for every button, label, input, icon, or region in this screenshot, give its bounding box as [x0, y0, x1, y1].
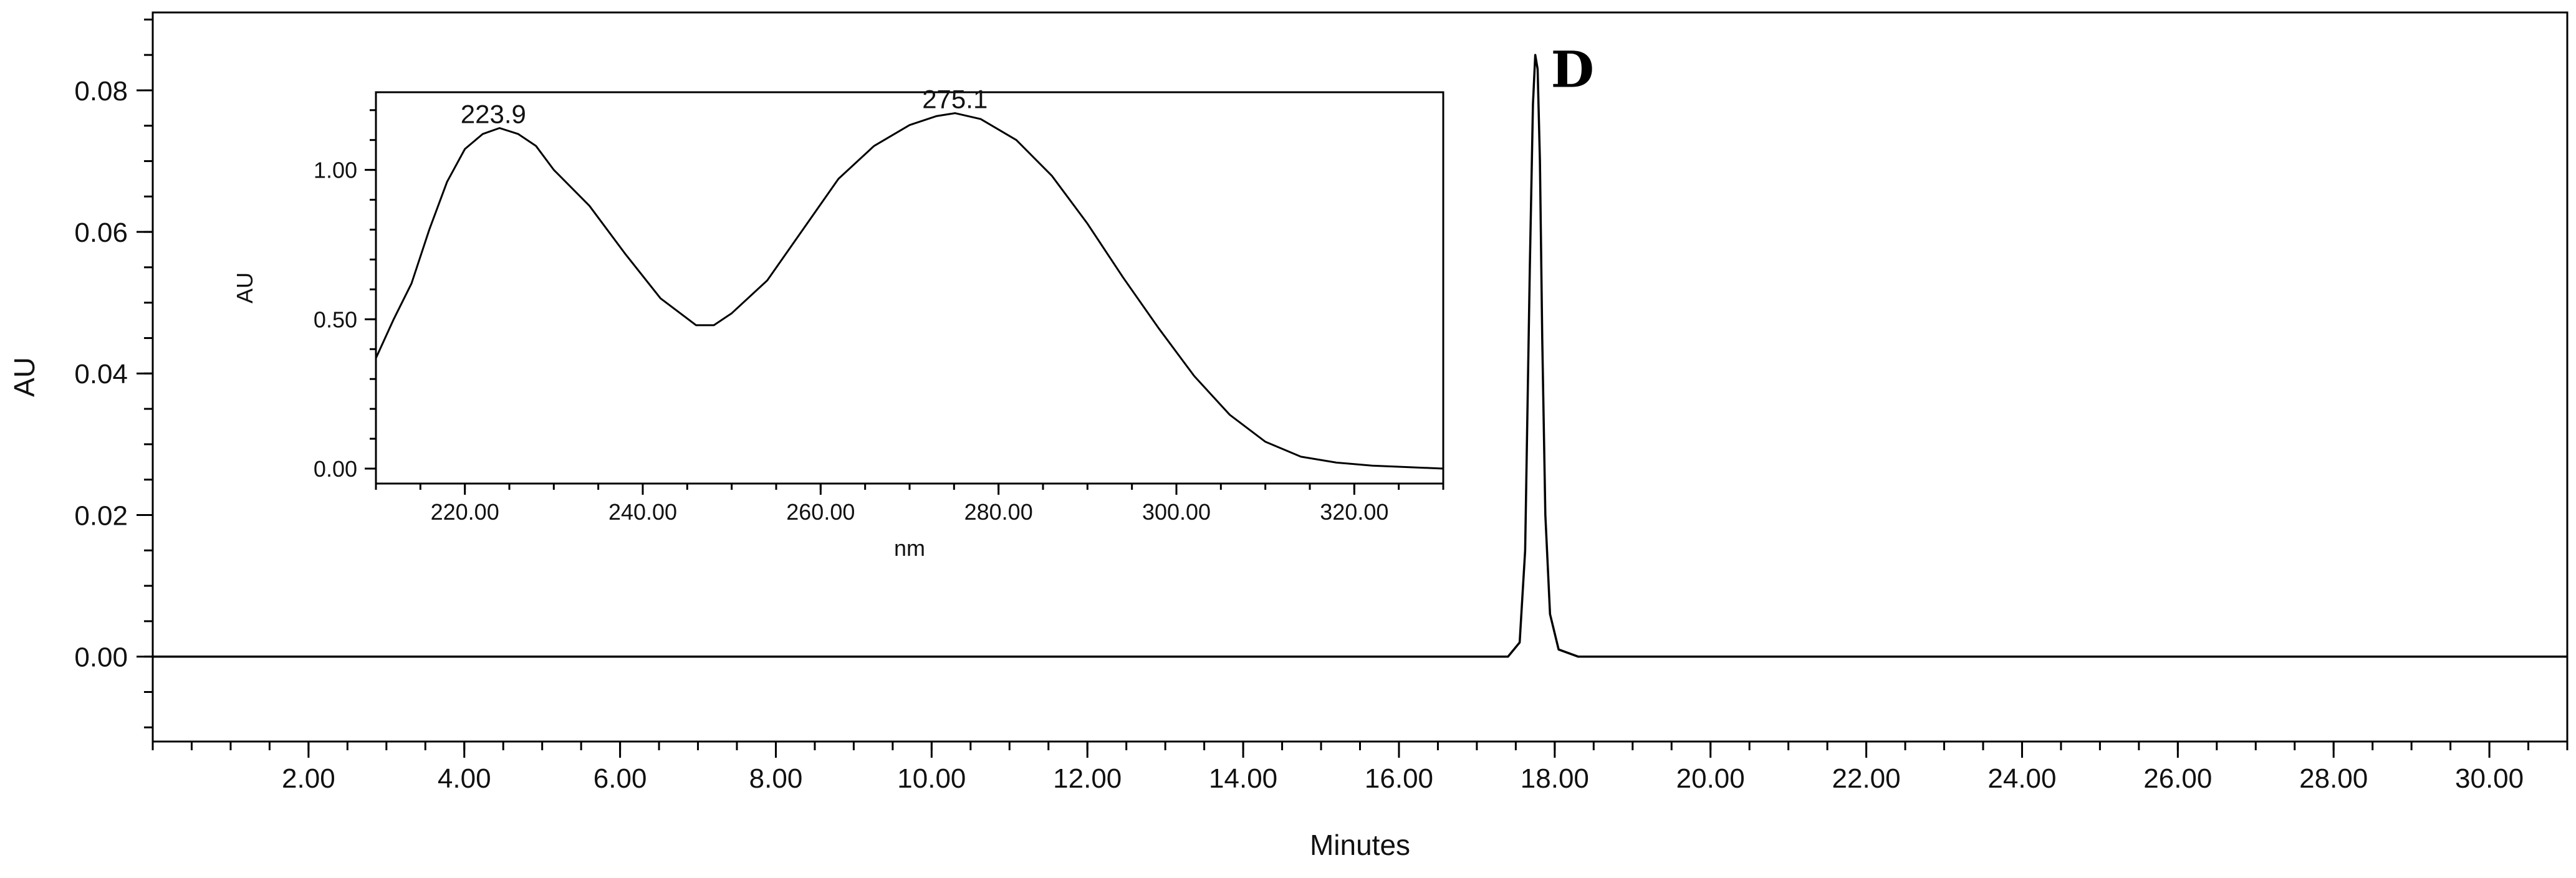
main-series-line-0 [153, 54, 2567, 658]
main-y-tick-label: 0.08 [74, 76, 128, 107]
inset-series-line-0 [375, 112, 1444, 470]
inset-annotation-label: 223.9 [461, 100, 526, 129]
inset-y-tick-label: 0.00 [314, 456, 357, 482]
inset-annotation-label: 275.1 [922, 85, 988, 114]
main-x-tick-label: 20.00 [1676, 763, 1745, 794]
inset-x-tick-label: 260.00 [786, 499, 855, 525]
inset-plot-frame [375, 91, 1444, 485]
main-y-tick-label: 0.02 [74, 500, 128, 531]
main-y-tick-label: 0.00 [74, 642, 128, 673]
main-x-tick-label: 2.00 [282, 763, 335, 794]
inset-x-axis-title: nm [894, 535, 925, 561]
main-x-tick-label: 12.00 [1053, 763, 1122, 794]
main-x-tick-label: 28.00 [2299, 763, 2368, 794]
main-x-tick-label: 22.00 [1832, 763, 1901, 794]
main-y-axis-title: AU [8, 357, 41, 397]
main-x-axis-title: Minutes [1310, 829, 1410, 861]
inset-y-axis-title: AU [232, 272, 257, 303]
main-x-tick-label: 16.00 [1365, 763, 1433, 794]
inset-y-tick-label: 1.00 [314, 158, 357, 183]
inset-x-tick-label: 300.00 [1142, 499, 1211, 525]
inset-x-tick-label: 220.00 [431, 499, 499, 525]
inset-x-tick-label: 240.00 [608, 499, 677, 525]
main-x-tick-label: 26.00 [2143, 763, 2212, 794]
inset-x-tick-label: 320.00 [1320, 499, 1388, 525]
inset-y-tick-label: 0.50 [314, 307, 357, 332]
main-annotation-label: D [1551, 41, 1594, 99]
inset-spectrum-chart: 220.00 240.00 260.00 280.00 300.00 320.00 0.00… [232, 85, 1444, 561]
main-y-tick-label: 0.06 [74, 217, 128, 248]
main-x-tick-label: 18.00 [1521, 763, 1589, 794]
main-x-tick-label: 4.00 [438, 763, 491, 794]
main-x-tick-label: 6.00 [594, 763, 647, 794]
main-x-tick-label: 30.00 [2455, 763, 2524, 794]
main-y-tick-label: 0.04 [74, 359, 128, 389]
inset-x-tick-label: 280.00 [964, 499, 1033, 525]
main-x-tick-label: 24.00 [1987, 763, 2056, 794]
main-x-tick-label: 14.00 [1209, 763, 1277, 794]
main-x-tick-label: 8.00 [749, 763, 803, 794]
main-x-tick-label: 10.00 [897, 763, 966, 794]
